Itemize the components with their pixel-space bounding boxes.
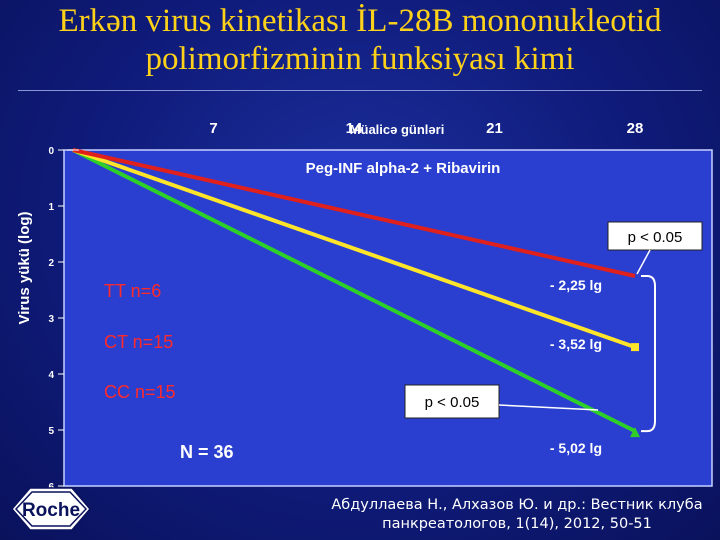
total-sample-label: N = 36 [180, 442, 234, 462]
y-tick-label: 4 [48, 370, 54, 381]
x-tick-label: 7 [209, 120, 217, 137]
series-line-2 [72, 148, 636, 433]
slide-title: Erkən virus kinetikası İL-28B mononukleo… [0, 2, 720, 78]
p-value-pointer-center [498, 404, 599, 411]
x-tick-label: 21 [486, 120, 503, 137]
y-axis-label: Virus yükü (log) [16, 211, 33, 324]
p-value-box-top [607, 221, 703, 251]
y-tick-label: 2 [48, 258, 54, 269]
x-tick-label: 14 [346, 120, 363, 137]
y-tick-label: 5 [48, 426, 54, 437]
end-value-label: - 3,52 lg [550, 336, 602, 352]
title-divider [18, 90, 702, 91]
y-tick-label: 0 [48, 146, 54, 157]
chart-title: Peg-INF alpha-2 + Ribavirin [306, 160, 501, 177]
y-tick-label: 1 [48, 202, 54, 213]
series-marker-triangle [630, 427, 640, 438]
slide-title-line-2: polimorfizminin funksiyası kimi [145, 41, 575, 77]
slide-title-line-1: Erkən virus kinetikası İL-28B mononukleo… [58, 3, 662, 39]
group-label: TT n=6 [104, 281, 161, 301]
p-value-label-center: p < 0.05 [425, 394, 480, 411]
p-value-label-top: p < 0.05 [628, 229, 683, 246]
significance-bracket [641, 275, 656, 433]
group-label: CC n=15 [104, 382, 176, 402]
y-tick-label: 3 [48, 314, 54, 325]
plot-area [63, 149, 713, 487]
series-line-0 [72, 148, 636, 278]
citation: Абдуллаева Н., Алхазов Ю. и др.: Вестник… [322, 496, 712, 534]
citation-line-2: панкреатологов, 1(14), 2012, 50-51 [382, 516, 652, 532]
x-axis-label: Müalicə günləri [350, 122, 445, 137]
p-value-pointer-top [636, 249, 651, 275]
group-label: CT n=15 [104, 332, 173, 352]
x-tick-label: 28 [627, 120, 644, 137]
series-line-1 [72, 148, 636, 350]
p-value-box-center [404, 384, 500, 419]
citation-line-1: Абдуллаева Н., Алхазов Ю. и др.: Вестник… [331, 497, 703, 513]
end-value-label: - 2,25 lg [550, 277, 602, 293]
end-value-label: - 5,02 lg [550, 440, 602, 456]
series-marker-square [631, 343, 639, 352]
roche-logo: Roche [11, 487, 91, 531]
roche-logo-text: Roche [22, 500, 80, 521]
